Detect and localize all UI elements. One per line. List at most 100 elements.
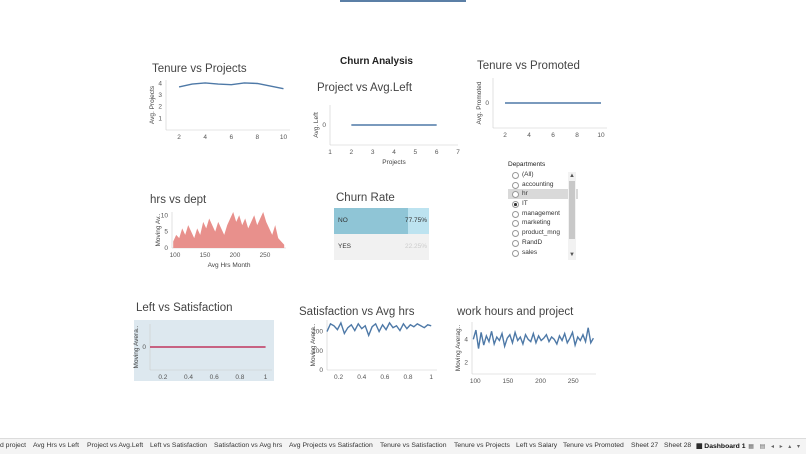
filter-item-label: sales	[522, 248, 538, 256]
chart-title-project-avgleft: Project vs Avg.Left	[317, 82, 413, 94]
churn-value-no: 77.75%	[404, 217, 427, 224]
line-series	[326, 321, 432, 338]
filter-item[interactable]: sales	[508, 248, 578, 258]
radio-icon[interactable]	[512, 249, 519, 257]
x-axis-title: Projects	[382, 159, 406, 166]
x-tick-label: 250	[260, 252, 271, 259]
sheet-tab[interactable]: Tenure vs Promoted	[563, 442, 624, 449]
filter-item[interactable]: management	[508, 209, 578, 219]
sheet-tab[interactable]: Tenure vs Satisfaction	[380, 442, 447, 449]
sheet-tab[interactable]: ▦ Dashboard 1	[696, 443, 746, 450]
x-tick-label: 0.6	[380, 374, 389, 381]
y-axis-title: Avg. Projects	[149, 85, 156, 124]
radio-icon[interactable]	[512, 230, 519, 238]
sheet-tab[interactable]: Sheet 27	[631, 442, 659, 449]
x-tick-label: 2	[350, 149, 354, 156]
x-tick-label: 0.2	[158, 374, 167, 381]
x-tick-label: 0.8	[235, 374, 244, 381]
x-tick-label: 2	[503, 132, 507, 139]
filter-item[interactable]: product_mng	[508, 228, 578, 238]
radio-icon[interactable]	[512, 201, 519, 209]
filter-scrollbar[interactable]: ▲ ▼	[568, 172, 576, 260]
chart-title-satisfaction-avghrs: Satisfaction vs Avg hrs	[299, 306, 415, 318]
x-tick-label: 200	[535, 378, 546, 385]
chart-title-hrs-dept: hrs vs dept	[150, 194, 207, 206]
x-tick-label: 4	[203, 134, 207, 141]
churn-no-bar	[334, 208, 408, 234]
sheet-tab[interactable]: Project vs Avg.Left	[87, 442, 144, 449]
x-tick-label: 100	[470, 378, 481, 385]
y-tick-label: 3	[158, 92, 162, 99]
filter-item[interactable]: accounting	[508, 180, 578, 190]
sheet-tab[interactable]: Tenure vs Projects	[454, 442, 510, 449]
x-tick-label: 1	[264, 374, 268, 381]
y-tick-label: 0	[485, 100, 489, 107]
y-axis-title: Avg. Left	[313, 112, 320, 138]
x-tick-label: 0.2	[334, 374, 343, 381]
radio-icon[interactable]	[512, 172, 519, 179]
y-tick-label: 0	[319, 367, 323, 374]
x-tick-label: 150	[502, 378, 513, 385]
y-tick-label: 2	[158, 104, 162, 111]
sheet-tab[interactable]: Sheet 28	[664, 442, 692, 449]
filter-item-label: product_mng	[522, 229, 560, 237]
scroll-up-icon[interactable]: ▲	[569, 173, 575, 179]
filter-item-label: IT	[522, 200, 528, 208]
scroll-thumb[interactable]	[569, 181, 575, 239]
filter-item-label: RandD	[522, 238, 543, 246]
y-axis-title: Moving Averag..	[455, 325, 462, 372]
churn-row-yes[interactable]: YES 22.25%	[334, 234, 429, 260]
filter-list[interactable]: (All) accounting hr IT management marketing pr…	[508, 170, 578, 257]
area-series	[173, 212, 285, 248]
radio-icon[interactable]	[512, 191, 519, 199]
filter-title: Departments	[508, 161, 546, 168]
filter-item[interactable]: marketing	[508, 218, 578, 228]
x-tick-label: 0.6	[210, 374, 219, 381]
chart-title-tenure-projects: Tenure vs Projects	[152, 63, 247, 75]
tab-nav-icons[interactable]: ▦ ▤ ◂ ▸ ▴ ▾	[748, 444, 802, 450]
x-tick-label: 150	[200, 252, 211, 259]
y-tick-label: 1	[158, 115, 162, 122]
radio-icon[interactable]	[512, 181, 519, 189]
filter-item-label: (All)	[522, 171, 534, 178]
radio-icon[interactable]	[512, 239, 519, 247]
x-tick-label: 8	[256, 134, 260, 141]
x-tick-label: 3	[371, 149, 375, 156]
x-tick-label: 7	[456, 149, 460, 156]
sheet-tab[interactable]: Left vs Satisfaction	[150, 442, 208, 449]
x-tick-label: 0.4	[357, 374, 366, 381]
x-tick-label: 6	[435, 149, 439, 156]
sheet-tab[interactable]: d project	[0, 442, 27, 449]
filter-item[interactable]: RandD	[508, 238, 578, 248]
filter-item[interactable]: hr	[508, 189, 578, 200]
sheet-tab[interactable]: Satisfaction vs Avg hrs	[214, 442, 283, 449]
filter-item-label: accounting	[522, 180, 554, 188]
x-tick-label: 6	[229, 134, 233, 141]
churn-label-no: NO	[338, 217, 348, 224]
sheet-tab[interactable]: Avg Hrs vs Left	[33, 442, 79, 449]
radio-icon[interactable]	[512, 210, 519, 218]
churn-row-no[interactable]: NO 77.75%	[334, 208, 429, 234]
departments-filter[interactable]: Departments (All) accounting hr IT managemen…	[508, 161, 578, 259]
dashboard-title: Churn Analysis	[340, 56, 413, 67]
chart-title-tenure-promoted: Tenure vs Promoted	[477, 60, 580, 72]
scroll-down-icon[interactable]: ▼	[569, 252, 575, 258]
x-tick-label: 5	[414, 149, 418, 156]
sheet-tab[interactable]: Avg Projects vs Satisfaction	[289, 442, 373, 449]
sheet-tab[interactable]: Left vs Salary	[516, 442, 558, 449]
x-axis-title: Avg Hrs Month	[208, 262, 251, 269]
y-tick-label: 100	[312, 348, 323, 355]
y-axis-title: Moving Av..	[155, 213, 162, 246]
filter-item[interactable]: IT	[508, 199, 578, 209]
radio-icon[interactable]	[512, 220, 519, 228]
filter-item-label: hr	[522, 190, 528, 198]
filter-item[interactable]: (All)	[508, 170, 578, 180]
y-tick-label: 0	[164, 245, 168, 252]
